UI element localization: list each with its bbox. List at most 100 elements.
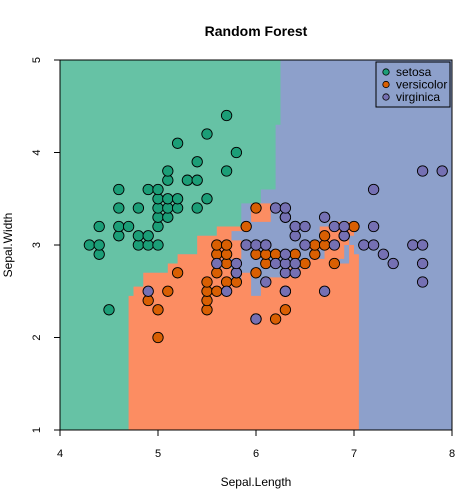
point-setosa-22 — [162, 211, 174, 223]
point-virginica-5 — [240, 239, 252, 251]
point-virginica-41 — [436, 165, 448, 177]
point-virginica-34 — [377, 248, 390, 260]
point-setosa-11 — [132, 230, 145, 242]
decision-regions — [60, 60, 452, 430]
point-virginica-10 — [269, 257, 282, 270]
point-virginica-22 — [299, 239, 311, 251]
point-setosa-16 — [152, 239, 164, 251]
chart-title: Random Forest — [205, 23, 308, 39]
y-axis-label: Sepal.Width — [1, 213, 15, 278]
x-axis-label: Sepal.Length — [221, 475, 292, 489]
point-virginica-27 — [328, 220, 341, 233]
region-setosa — [60, 60, 281, 430]
point-versicolor-37 — [309, 239, 321, 251]
legend-label-versicolor: versicolor — [396, 78, 447, 92]
point-setosa-21 — [152, 183, 164, 196]
point-setosa-7 — [113, 202, 125, 214]
point-setosa-18 — [152, 211, 164, 223]
point-setosa-4 — [103, 304, 115, 316]
x-tick-label-7: 7 — [351, 448, 357, 460]
point-setosa-9 — [122, 220, 135, 233]
point-setosa-24 — [162, 193, 174, 205]
point-setosa-15 — [142, 183, 154, 196]
point-setosa-30 — [181, 174, 194, 186]
point-versicolor-10 — [211, 267, 223, 279]
point-virginica-39 — [416, 239, 429, 251]
x-tick-label-8: 8 — [449, 448, 455, 460]
point-virginica-38 — [416, 257, 429, 270]
point-setosa-8 — [113, 183, 125, 196]
point-versicolor-23 — [250, 248, 262, 260]
point-versicolor-15 — [220, 248, 233, 260]
point-virginica-29 — [338, 220, 350, 233]
point-virginica-7 — [250, 239, 262, 251]
point-versicolor-36 — [309, 248, 321, 260]
point-setosa-35 — [201, 128, 213, 140]
legend-label-setosa: setosa — [396, 65, 432, 79]
y-tick-label-3: 3 — [31, 242, 43, 248]
point-virginica-32 — [367, 220, 380, 233]
legend-marker-versicolor — [382, 80, 390, 89]
point-versicolor-8 — [201, 276, 213, 288]
legend-marker-virginica — [382, 93, 390, 101]
point-setosa-34 — [201, 193, 213, 205]
region-versicolor — [128, 226, 359, 430]
point-virginica-40 — [416, 165, 429, 177]
point-virginica-26 — [328, 239, 341, 251]
point-virginica-2 — [220, 285, 233, 297]
point-virginica-30 — [358, 239, 370, 251]
point-versicolor-1 — [152, 331, 164, 344]
legend-label-virginica: virginica — [396, 90, 440, 104]
point-setosa-31 — [191, 202, 203, 214]
y-tick-label-4: 4 — [31, 149, 43, 155]
point-versicolor-30 — [279, 304, 292, 316]
point-setosa-32 — [191, 174, 203, 186]
point-versicolor-20 — [240, 220, 252, 233]
point-versicolor-28 — [269, 313, 282, 325]
point-virginica-17 — [279, 202, 292, 214]
data-points — [83, 109, 448, 344]
point-virginica-8 — [260, 276, 272, 288]
point-setosa-3 — [93, 220, 105, 233]
point-setosa-5 — [113, 230, 125, 242]
point-virginica-15 — [279, 248, 292, 260]
point-setosa-6 — [113, 220, 125, 233]
point-virginica-35 — [387, 257, 399, 270]
point-virginica-28 — [338, 230, 350, 242]
point-setosa-2 — [93, 239, 105, 251]
point-virginica-9 — [260, 239, 272, 251]
point-virginica-19 — [289, 257, 301, 270]
point-setosa-14 — [142, 230, 154, 242]
point-setosa-20 — [152, 193, 164, 205]
point-versicolor-39 — [318, 230, 331, 242]
point-versicolor-12 — [211, 239, 223, 251]
point-virginica-1 — [211, 257, 223, 270]
point-virginica-33 — [367, 183, 380, 196]
point-versicolor-7 — [201, 285, 213, 297]
point-versicolor-35 — [299, 257, 311, 270]
point-versicolor-22 — [250, 267, 262, 279]
point-virginica-20 — [289, 230, 301, 242]
point-setosa-33 — [191, 156, 203, 168]
x-axis: 4 5 6 7 8 — [57, 429, 455, 460]
point-versicolor-26 — [260, 248, 272, 260]
point-setosa-38 — [230, 146, 243, 159]
point-virginica-6 — [250, 313, 262, 325]
point-setosa-29 — [171, 137, 184, 149]
y-tick-label-2: 2 — [31, 334, 43, 340]
legend-marker-setosa — [382, 68, 390, 76]
point-virginica-31 — [367, 239, 380, 251]
point-virginica-25 — [318, 211, 331, 223]
y-tick-label-5: 5 — [31, 57, 43, 63]
point-virginica-4 — [230, 257, 243, 270]
point-versicolor-4 — [171, 267, 184, 279]
point-virginica-18 — [289, 267, 301, 279]
point-virginica-3 — [230, 267, 243, 279]
point-virginica-13 — [279, 267, 292, 279]
point-virginica-23 — [299, 220, 311, 233]
x-tick-label-6: 6 — [253, 448, 259, 460]
point-virginica-21 — [289, 220, 301, 233]
point-versicolor-3 — [162, 285, 174, 297]
y-axis: 1 2 3 4 5 — [31, 57, 61, 433]
